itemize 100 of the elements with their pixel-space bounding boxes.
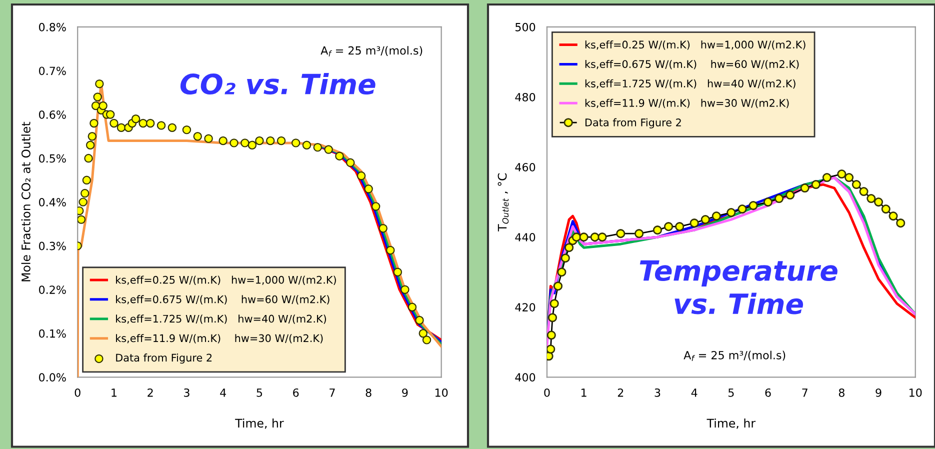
x-tick-label: 7	[330, 388, 335, 397]
point	[95, 79, 104, 88]
point	[859, 187, 868, 196]
x-tick-label: 6	[765, 388, 771, 397]
point	[616, 229, 626, 238]
legend-label: Data from Figure 2	[585, 118, 681, 128]
point	[874, 198, 884, 207]
point	[881, 204, 890, 214]
point	[393, 268, 402, 276]
point	[572, 232, 581, 242]
y-tick-label: 420	[515, 303, 536, 312]
point	[726, 208, 736, 218]
y-tick-label: 0.5%	[39, 154, 66, 163]
point	[634, 229, 644, 238]
point	[548, 313, 558, 322]
y-tick-label: 0.1%	[39, 329, 66, 338]
point	[156, 121, 166, 130]
point	[182, 125, 192, 134]
point	[564, 243, 574, 252]
point	[690, 218, 699, 228]
point	[80, 188, 90, 198]
x-tick-label: 5	[728, 388, 734, 397]
point	[590, 232, 600, 242]
point	[786, 190, 795, 200]
point	[700, 215, 710, 224]
point	[822, 173, 832, 182]
point	[811, 180, 820, 190]
point	[168, 123, 177, 132]
legend-label: ks,eff=0.675 W/(m.K) hw=60 W/(m2.K)	[585, 60, 799, 70]
point	[204, 134, 213, 143]
y-tick-label: 0.8%	[39, 22, 66, 32]
x-tick-label: 1	[112, 388, 116, 397]
x-tick-label: 10	[435, 388, 448, 397]
legend-label: ks,eff=11.9 W/(m.K) hw=30 W/(m2.K)	[585, 98, 789, 108]
point	[93, 92, 102, 102]
x-tick-label: 0	[544, 388, 550, 397]
x-tick-label: 6	[293, 388, 299, 397]
point	[378, 224, 388, 233]
legend-label: ks,eff=0.25 W/(m.K) hw=1,000 W/(m2.K)	[116, 276, 336, 285]
point	[598, 232, 607, 242]
point	[88, 132, 97, 141]
point	[302, 140, 312, 150]
point	[346, 158, 355, 168]
point	[774, 194, 784, 204]
point	[675, 222, 684, 232]
point	[554, 282, 563, 291]
point	[266, 136, 275, 146]
x-tick-label: 9	[876, 388, 882, 397]
point	[738, 204, 747, 214]
point	[844, 173, 854, 182]
x-tick-label: 3	[654, 388, 660, 397]
y-axis-title: Mole Fraction CO₂ at Outlet	[21, 122, 30, 282]
point	[193, 132, 202, 141]
point	[276, 136, 286, 146]
x-tick-label: 4	[220, 388, 226, 397]
point	[78, 215, 86, 224]
point	[218, 136, 228, 146]
point	[748, 201, 758, 210]
y-tick-label: 0.0%	[39, 373, 66, 382]
point	[546, 330, 556, 340]
point	[110, 118, 118, 128]
x-tick-label: 2	[148, 388, 153, 397]
x-tick-label: 9	[402, 388, 408, 397]
point	[560, 254, 570, 263]
x-axis-title: Time, hr	[235, 418, 284, 429]
y-tick-label: 0.6%	[39, 110, 66, 119]
annotation: Temperature vs. Time	[640, 260, 838, 314]
legend-label: ks,eff=11.9 W/(m.K) hw=30 W/(m2.K)	[116, 334, 323, 344]
point	[652, 226, 662, 235]
point	[888, 212, 898, 221]
point	[664, 222, 674, 232]
point	[418, 329, 428, 338]
x-tick-label: 10	[910, 388, 922, 397]
y-tick-label: 0.3%	[39, 242, 66, 250]
point	[230, 138, 238, 148]
point	[131, 114, 140, 124]
annotation: CO₂ vs. Time	[180, 73, 376, 95]
point	[371, 202, 380, 211]
point	[557, 268, 566, 277]
legend-label: Data from Figure 2	[116, 354, 212, 364]
y-axis-title: T$_{Outlet}$ , °C	[498, 173, 509, 232]
point	[866, 194, 876, 204]
y-tick-label: 400	[515, 373, 536, 382]
point	[335, 152, 344, 160]
point	[138, 118, 148, 128]
point	[415, 316, 424, 325]
annotation: A$_{f}$ = 25 m³/(mol.s)	[684, 350, 786, 362]
point	[386, 246, 395, 255]
point	[82, 176, 92, 185]
point	[78, 198, 88, 206]
point	[852, 180, 861, 190]
point	[146, 118, 155, 128]
point	[324, 145, 333, 154]
point	[579, 232, 588, 242]
point	[800, 184, 810, 193]
x-tick-label: 4	[691, 388, 698, 397]
legend-label: ks,eff=0.675 W/(m.K) hw=60 W/(m2.K)	[116, 295, 330, 304]
point	[364, 184, 373, 194]
point	[896, 218, 906, 228]
point	[313, 142, 322, 152]
